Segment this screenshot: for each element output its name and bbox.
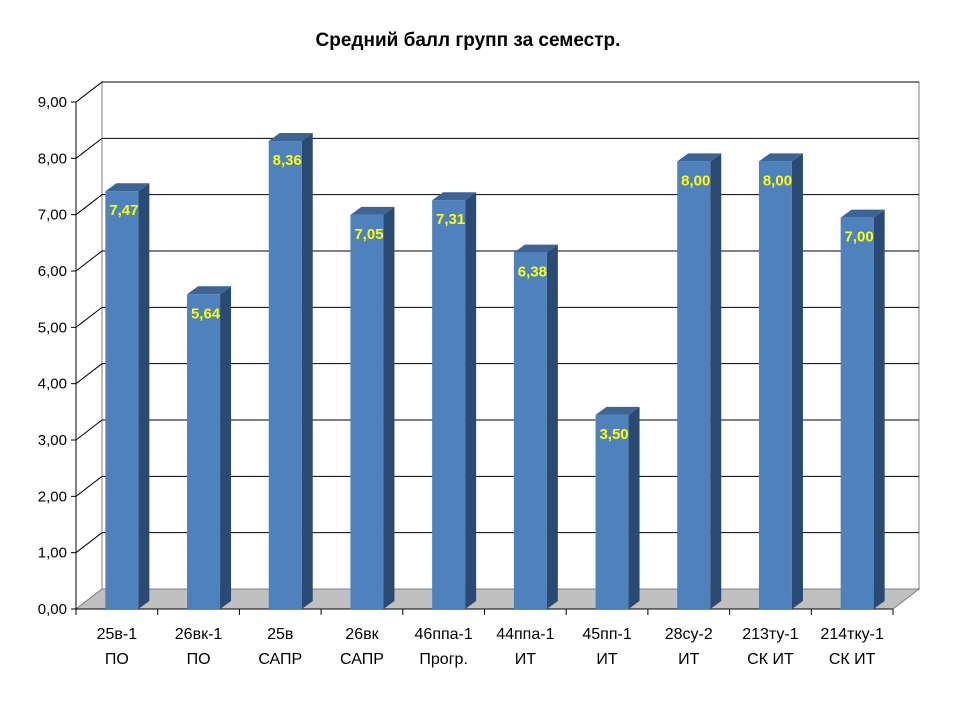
data-label: 8,36 xyxy=(273,152,302,169)
bar-side xyxy=(301,133,313,609)
data-label: 8,00 xyxy=(681,172,710,189)
gridline xyxy=(75,475,919,497)
bar-top xyxy=(595,406,640,415)
bar-side xyxy=(791,153,803,610)
bar-top xyxy=(432,192,477,201)
bar xyxy=(432,192,477,609)
x-tick-label: 44ппа-1 xyxy=(496,626,554,643)
gridline xyxy=(75,532,919,554)
bar xyxy=(350,206,395,609)
bar-side xyxy=(710,153,722,610)
y-tick-label: 1,00 xyxy=(38,545,67,562)
x-tick-label: 213ту-1 xyxy=(742,626,799,643)
bar xyxy=(677,153,722,610)
data-label: 7,47 xyxy=(109,202,138,219)
y-tick-label: 8,00 xyxy=(38,150,67,167)
x-tick-label: Прогр. xyxy=(419,651,467,668)
x-tick-label: ПО xyxy=(187,651,211,668)
x-tick-label: СК ИТ xyxy=(829,651,876,668)
bar-side xyxy=(546,244,558,610)
x-tick-label: ИТ xyxy=(596,651,618,668)
bar-front xyxy=(187,294,221,609)
data-label: 5,64 xyxy=(191,305,221,322)
bar-top xyxy=(350,206,395,215)
bar-top xyxy=(105,183,150,192)
bar-top xyxy=(677,153,722,162)
x-tick-label: 46ппа-1 xyxy=(415,626,473,643)
data-label: 8,00 xyxy=(763,172,792,189)
bar-front xyxy=(432,200,466,609)
bar-side xyxy=(220,286,232,609)
bar xyxy=(513,244,558,610)
x-tick-label: 26вк xyxy=(345,626,379,643)
bar-side xyxy=(873,209,885,609)
bar-top xyxy=(758,153,803,162)
bar xyxy=(840,209,885,609)
y-axis: 0,00 1,00 2,00 3,00 4,00 5,00 6,00 7,00 8,00 9,00 xyxy=(38,94,77,618)
bar-top xyxy=(268,133,313,142)
gridline xyxy=(75,81,919,103)
gridline xyxy=(75,194,919,216)
x-tick-label: 45пп-1 xyxy=(582,626,631,643)
x-tick-label: САПР xyxy=(258,651,302,668)
data-label: 7,05 xyxy=(354,226,383,243)
x-tick-label: ИТ xyxy=(515,651,537,668)
x-tick-label: 26вк-1 xyxy=(175,626,223,643)
y-tick-label: 5,00 xyxy=(38,319,67,336)
bar xyxy=(595,406,640,609)
data-labels: 7,47 5,64 8,36 7,05 7,31 6,38 3,50 8,00 8,00 7,00 xyxy=(109,152,874,443)
data-label: 3,50 xyxy=(599,426,628,443)
bar-front xyxy=(105,191,139,609)
bar-front xyxy=(677,161,711,610)
bar-top xyxy=(840,209,885,218)
bar-front xyxy=(350,214,384,609)
y-tick-label: 2,00 xyxy=(38,488,67,505)
y-tick-label: 9,00 xyxy=(38,94,67,111)
bar-front xyxy=(595,414,629,609)
data-label: 6,38 xyxy=(518,264,547,281)
bar-side xyxy=(383,206,395,609)
y-tick-label: 3,00 xyxy=(38,432,67,449)
chart-title: Средний балл групп за семестр. xyxy=(315,30,621,51)
data-label: 7,00 xyxy=(845,229,874,246)
bar-front xyxy=(513,252,547,610)
x-tick-label: 28су-2 xyxy=(665,626,713,643)
x-tick-label: ИТ xyxy=(678,651,700,668)
bar xyxy=(187,286,232,609)
bar xyxy=(268,133,313,609)
gridline xyxy=(75,137,919,159)
gridline xyxy=(75,250,919,272)
y-tick-label: 6,00 xyxy=(38,263,67,280)
gridline xyxy=(75,419,919,441)
x-tick-label: САПР xyxy=(340,651,384,668)
gridline xyxy=(75,306,919,328)
bar-side xyxy=(628,406,640,609)
data-label: 7,31 xyxy=(436,211,465,228)
x-tick-label: 25в-1 xyxy=(97,626,138,643)
x-tick-label: 25в xyxy=(267,626,293,643)
bar-side xyxy=(465,192,477,609)
bar-top xyxy=(513,244,558,253)
y-tick-label: 4,00 xyxy=(38,376,67,393)
bars xyxy=(105,133,885,610)
bar-front xyxy=(268,141,302,609)
x-tick-label: ПО xyxy=(105,651,129,668)
y-tick-label: 0,00 xyxy=(38,601,67,618)
y-tick-label: 7,00 xyxy=(38,207,67,224)
bar-front xyxy=(758,161,792,610)
bar-top xyxy=(187,286,232,295)
side-wall xyxy=(75,80,103,611)
bar-side xyxy=(138,183,150,609)
bar-front xyxy=(840,217,874,609)
gridline xyxy=(75,363,919,385)
x-tick-label: 214тку-1 xyxy=(820,626,884,643)
x-tick-label: СК ИТ xyxy=(747,651,794,668)
x-axis: 25в-1 ПО 26вк-1 ПО 25в САПР 26вк САПР 46ппа-1 Про… xyxy=(75,608,894,668)
bar xyxy=(758,153,803,610)
gridlines xyxy=(75,81,919,554)
bar xyxy=(105,183,150,609)
